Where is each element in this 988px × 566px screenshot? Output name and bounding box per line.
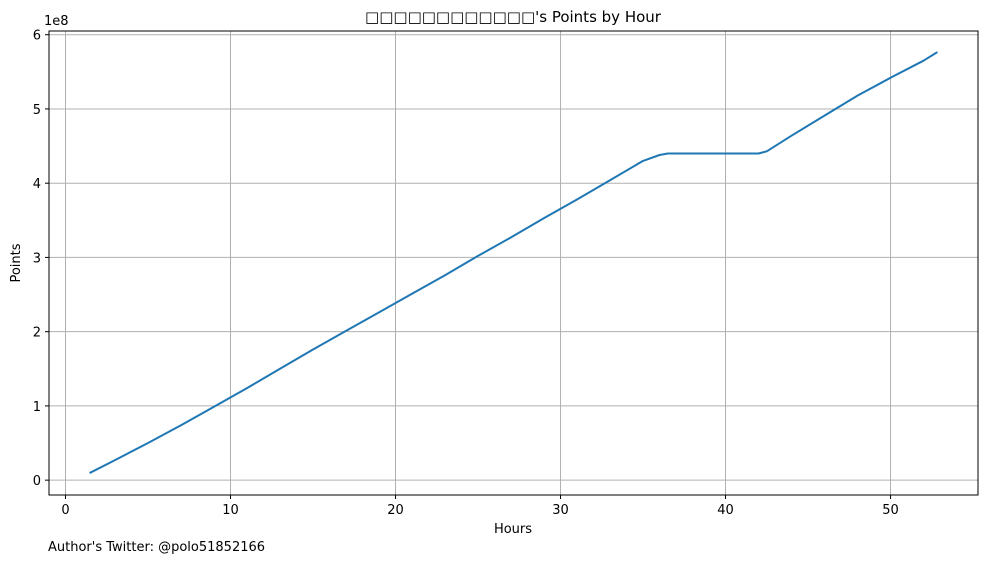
x-axis-label: Hours <box>494 522 532 537</box>
y-axis-multiplier: 1e8 <box>44 14 69 29</box>
y-tick-label: 3 <box>33 251 41 266</box>
x-tick-label: 30 <box>552 503 569 518</box>
y-axis-label: Points <box>9 243 24 282</box>
y-tick-label: 1 <box>33 400 41 415</box>
y-tick-label: 5 <box>33 103 41 118</box>
y-tick-label: 4 <box>33 177 41 192</box>
y-tick-label: 0 <box>33 474 41 489</box>
axis-ticks: 0 10 20 30 40 50 0 1 2 3 4 5 6 <box>33 29 899 518</box>
x-tick-label: 10 <box>222 503 239 518</box>
y-tick-label: 2 <box>33 326 41 341</box>
series-layer <box>89 51 938 474</box>
x-tick-label: 20 <box>387 503 404 518</box>
x-tick-label: 0 <box>61 503 69 518</box>
points-series-line <box>89 51 938 474</box>
grid <box>49 31 978 495</box>
x-tick-label: 40 <box>717 503 734 518</box>
author-caption: Author's Twitter: @polo51852166 <box>48 540 265 555</box>
chart-title: □□□□□□□□□□□□'s Points by Hour <box>365 8 662 26</box>
y-tick-label: 6 <box>33 29 41 44</box>
plot-frame <box>48 30 979 496</box>
x-tick-label: 50 <box>882 503 899 518</box>
